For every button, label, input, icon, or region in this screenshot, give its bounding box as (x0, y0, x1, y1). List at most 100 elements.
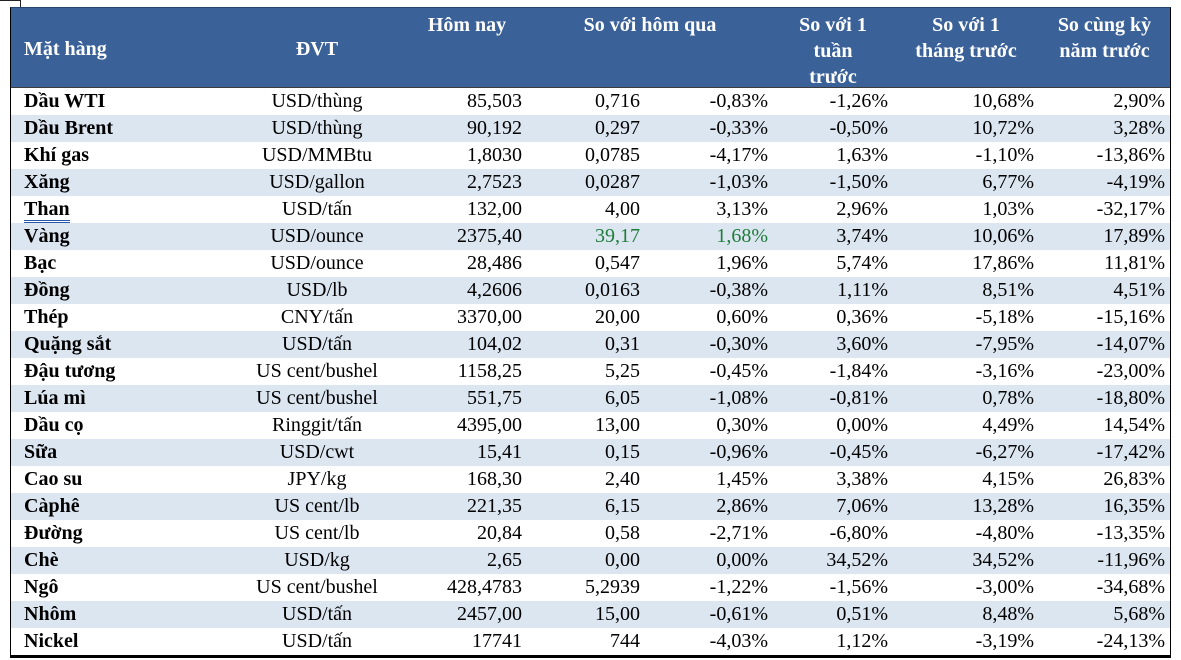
cell-today: 17741 (472, 630, 522, 652)
cell-item: Dầu Brent (11, 115, 227, 142)
commodity-link[interactable]: Than (24, 199, 70, 223)
cell-pct-year: -15,16% (1096, 306, 1165, 328)
cell-pct-year: -13,35% (1096, 522, 1165, 544)
cell-change: 0,547 (595, 252, 640, 274)
cell-today: 104,02 (467, 333, 522, 355)
cell-pct-year: 14,54% (1103, 414, 1165, 436)
cell-unit: USD/MMBtu (261, 144, 373, 166)
cell-pct-month: -1,10% (975, 144, 1034, 166)
table-row: Than USD/tấn 132,00 4,00 3,13% 2,96% 1,03% -32,… (11, 196, 1170, 223)
cell-item: Quặng sắt (11, 331, 227, 358)
cell-pct-day: 1,68% (716, 225, 768, 247)
cell-unit: USD/tấn (282, 333, 352, 355)
cell-today: 4,2606 (467, 279, 522, 301)
cell-unit: US cent/bushel (256, 387, 378, 409)
commodity-name: Dầu Brent (24, 117, 114, 139)
cell-change: 13,00 (595, 414, 640, 436)
cell-unit: USD/lb (286, 279, 348, 301)
cell-today: 85,503 (467, 90, 522, 112)
cell-pct-month: -3,19% (975, 630, 1034, 652)
table-row: Dầu WTI USD/thùng 85,503 0,716 -0,83% -1,26% 1… (11, 88, 1170, 115)
table-row: Đậu tương US cent/bushel 1158,25 5,25 -0,45%… (11, 358, 1170, 385)
cell-pct-week: -1,26% (829, 90, 888, 112)
cell-item: Thép (11, 304, 227, 331)
cell-pct-week: 1,12% (836, 630, 888, 652)
cell-pct-week: -0,50% (829, 117, 888, 139)
cell-pct-month: 4,15% (982, 468, 1034, 490)
cell-pct-month: -4,80% (975, 522, 1034, 544)
commodity-name: Cao su (24, 468, 83, 490)
cell-today: 132,00 (467, 198, 522, 220)
cell-change: 0,15 (605, 441, 640, 463)
table-row: Sữa USD/cwt 15,41 0,15 -0,96% -0,45% -6,27% -17… (11, 439, 1170, 466)
table-row: Cao su JPY/kg 168,30 2,40 1,45% 3,38% 4,15% 26,… (11, 466, 1170, 493)
cell-pct-year: -32,17% (1096, 198, 1165, 220)
cell-item: Lúa mì (11, 385, 227, 412)
cell-pct-year: -14,07% (1096, 333, 1165, 355)
cell-pct-week: 0,51% (836, 603, 888, 625)
cell-item: Than (11, 196, 227, 223)
table-row: Dầu cọ Ringgit/tấn 4395,00 13,00 0,30% 0,00% 4… (11, 412, 1170, 439)
cell-unit: USD/tấn (282, 630, 352, 652)
cell-unit: JPY/kg (287, 468, 347, 490)
table-row: Đồng USD/lb 4,2606 0,0163 -0,38% 1,11% 8,51% 4,… (11, 277, 1170, 304)
cell-pct-day: -4,03% (709, 630, 768, 652)
cell-unit: US cent/lb (274, 522, 360, 544)
cell-pct-week: -1,84% (829, 360, 888, 382)
cell-pct-month: 10,72% (972, 117, 1034, 139)
table-row: Lúa mì US cent/bushel 551,75 6,05 -1,08% -0,8… (11, 385, 1170, 412)
cell-today: 2375,40 (457, 225, 522, 247)
table-body: Dầu WTI USD/thùng 85,503 0,716 -0,83% -1,26% 1… (11, 88, 1170, 655)
table-row: Ngô US cent/bushel 428,4783 5,2939 -1,22% -1,… (11, 574, 1170, 601)
cell-pct-week: 3,38% (836, 468, 888, 490)
cell-unit: US cent/lb (274, 495, 360, 517)
commodity-name: Bạc (24, 252, 57, 274)
cell-pct-week: 1,11% (837, 279, 888, 301)
cell-pct-day: -0,30% (709, 333, 768, 355)
header-vs-year: So cùng kỳ năm trước (1057, 14, 1152, 62)
cell-item: Sữa (11, 439, 227, 466)
cell-pct-day: -0,38% (709, 279, 768, 301)
cell-unit: US cent/bushel (256, 360, 378, 382)
header-vs-month: So với 1 tháng trước (915, 14, 1017, 62)
cell-pct-day: -1,03% (709, 171, 768, 193)
cell-unit: Ringgit/tấn (272, 414, 362, 436)
cell-item: Xăng (11, 169, 227, 196)
cell-pct-week: -1,56% (829, 576, 888, 598)
cell-pct-day: 0,60% (716, 306, 768, 328)
cell-pct-month: -3,16% (975, 360, 1034, 382)
cell-pct-month: -5,18% (975, 306, 1034, 328)
cell-pct-year: 3,28% (1113, 117, 1165, 139)
cell-pct-month: -6,27% (975, 441, 1034, 463)
table-row: Nickel USD/tấn 17741 744 -4,03% 1,12% -3,19% -2… (11, 628, 1170, 655)
cell-pct-month: 13,28% (972, 495, 1034, 517)
table-row: Xăng USD/gallon 2,7523 0,0287 -1,03% -1,50% 6,… (11, 169, 1170, 196)
cell-pct-day: -0,83% (709, 90, 768, 112)
cell-change: 5,25 (605, 360, 640, 382)
cell-pct-day: 0,30% (716, 414, 768, 436)
cell-unit: USD/ounce (270, 225, 364, 247)
cell-today: 20,84 (477, 522, 522, 544)
cell-pct-day: 0,00% (716, 549, 768, 571)
table-row: Thép CNY/tấn 3370,00 20,00 0,60% 0,36% -5,18% -… (11, 304, 1170, 331)
cell-pct-day: -1,22% (709, 576, 768, 598)
header-vs-yesterday: So với hôm qua (583, 14, 717, 36)
table-row: Càphê US cent/lb 221,35 6,15 2,86% 7,06% 13,28… (11, 493, 1170, 520)
commodity-name: Ngô (24, 576, 59, 598)
cell-today: 2,65 (487, 549, 522, 571)
cell-item: Đường (11, 520, 227, 547)
cell-unit: USD/ounce (270, 252, 364, 274)
cell-change: 2,40 (605, 468, 640, 490)
cell-unit: CNY/tấn (280, 306, 354, 328)
cell-pct-year: -11,96% (1097, 549, 1165, 571)
cell-pct-month: 4,49% (982, 414, 1034, 436)
cell-today: 2,7523 (467, 171, 522, 193)
spreadsheet-grid-artifact-vertical (20, 0, 21, 9)
commodity-name: Lúa mì (24, 387, 86, 409)
cell-pct-month: -7,95% (975, 333, 1034, 355)
cell-change: 0,58 (605, 522, 640, 544)
table-row: Nhôm USD/tấn 2457,00 15,00 -0,61% 0,51% 8,48% 5… (11, 601, 1170, 628)
cell-pct-year: -24,13% (1096, 630, 1165, 652)
cell-change: 744 (610, 630, 640, 652)
cell-change: 0,297 (595, 117, 640, 139)
